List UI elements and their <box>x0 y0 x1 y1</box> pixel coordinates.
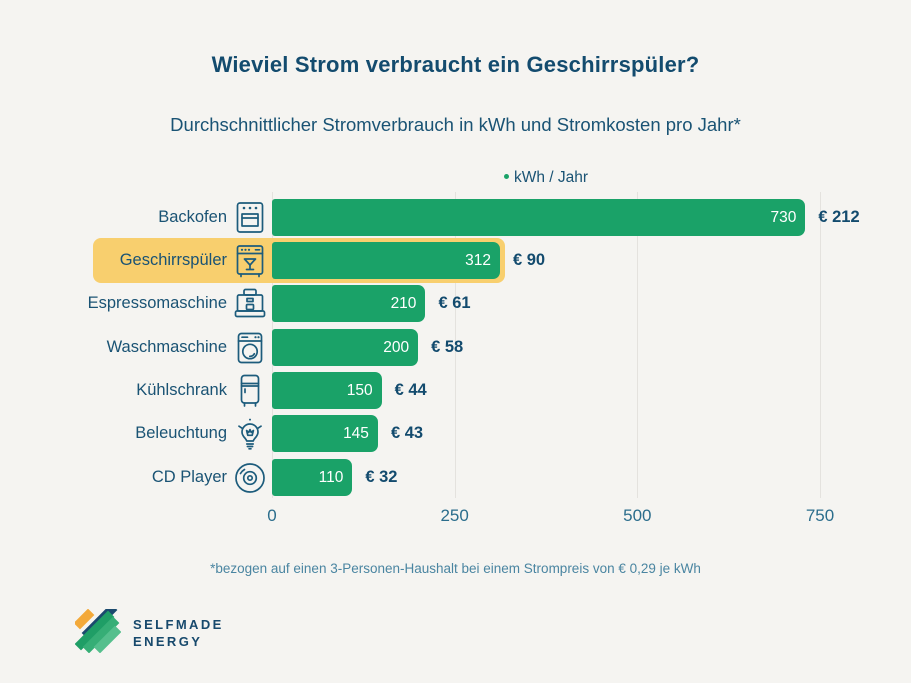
logo-text: SELFMADE ENERGY <box>133 617 224 651</box>
fridge-icon <box>231 373 268 408</box>
x-tick-label: 500 <box>623 506 652 525</box>
x-tick-label: 0 <box>267 506 277 525</box>
category-label: Waschmaschine <box>106 338 227 356</box>
chart-row: Kühlschrank 150 € 44 <box>0 372 911 409</box>
gridline <box>820 192 821 498</box>
logo-line1: SELFMADE <box>133 616 224 632</box>
dishwasher-icon <box>231 243 268 278</box>
bar-value-label: 200 <box>383 339 410 356</box>
bar-value-label: 110 <box>318 469 344 486</box>
oven-icon <box>231 200 268 235</box>
cost-label: € 61 <box>438 294 471 312</box>
bar: 210 <box>272 285 426 322</box>
page-title: Wieviel Strom verbraucht ein Geschirrspü… <box>211 52 700 77</box>
logo-mark-icon <box>73 603 122 658</box>
footnote: *bezogen auf einen 3-Personen-Haushalt b… <box>210 561 701 576</box>
bar-value-label: 210 <box>390 295 417 312</box>
chart-row-highlighted: Geschirrspüler 312 € 90 <box>0 238 911 283</box>
legend-dot-icon <box>503 174 509 179</box>
cost-label: € 58 <box>431 338 464 356</box>
cost-label: € 43 <box>390 424 424 442</box>
bar-highlighted: 312 <box>272 242 500 279</box>
cost-label: € 32 <box>365 468 398 486</box>
x-tick-label: 750 <box>805 506 835 525</box>
bar-value-label: 730 <box>770 209 797 226</box>
lightbulb-icon <box>231 416 268 451</box>
chart-row: Beleuchtung 145 € 43 <box>0 415 911 452</box>
gridline <box>454 192 456 498</box>
category-label: Geschirrspüler <box>119 251 227 269</box>
page-subtitle: Durchschnittlicher Stromverbrauch in kWh… <box>170 114 741 135</box>
x-tick-label: 250 <box>440 506 469 525</box>
chart-row: CD Player 110 € 32 <box>0 459 911 496</box>
cost-label: € 44 <box>394 381 427 399</box>
bar: 200 <box>272 329 419 366</box>
chart-row: Waschmaschine 200 € 58 <box>0 329 911 366</box>
x-axis: 0 250 500 750 <box>0 506 911 530</box>
category-label: Kühlschrank <box>136 381 227 399</box>
legend-label: kWh / Jahr <box>513 169 589 186</box>
chart-row: Espressomaschine 210 € 61 <box>0 285 911 322</box>
bar: 730 <box>272 199 806 236</box>
selfmade-energy-logo: SELFMADE ENERGY <box>73 603 224 658</box>
bar: 150 <box>272 372 382 409</box>
espresso-machine-icon <box>231 286 268 321</box>
category-label: CD Player <box>151 468 227 486</box>
cost-label: € 212 <box>818 208 860 226</box>
bar-value-label: 145 <box>343 425 369 442</box>
chart-legend: kWh / Jahr <box>272 169 820 187</box>
chart-row: Backofen 730 € 212 <box>0 199 911 236</box>
cd-player-icon <box>231 460 268 495</box>
bar: 110 <box>272 459 353 496</box>
logo-line2: ENERGY <box>133 633 203 649</box>
category-label: Espressomaschine <box>87 294 227 312</box>
gridline <box>637 192 639 498</box>
category-label: Beleuchtung <box>135 424 227 442</box>
category-label: Backofen <box>158 208 227 226</box>
bar: 145 <box>272 415 378 452</box>
washing-machine-icon <box>231 330 268 365</box>
cost-label: € 90 <box>512 251 546 269</box>
bar-value-label: 312 <box>465 252 491 269</box>
bar-value-label: 150 <box>346 382 373 399</box>
